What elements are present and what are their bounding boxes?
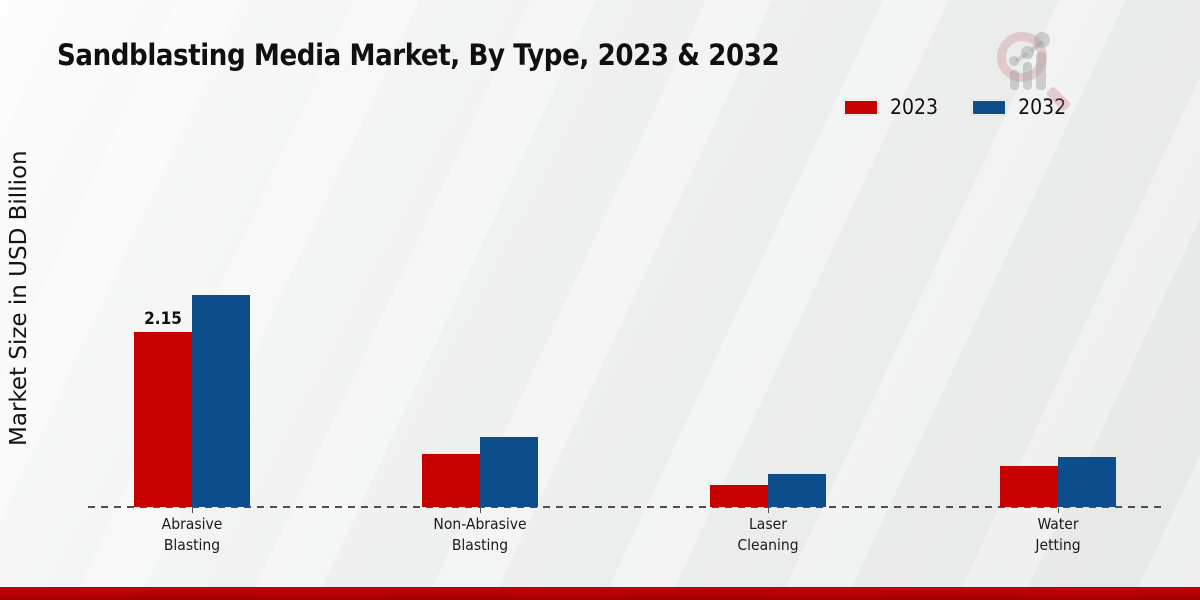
chart-title: Sandblasting Media Market, By Type, 2023… <box>57 38 780 72</box>
logo-growth-bar-icon <box>1010 70 1019 90</box>
logo-growth-bar-icon <box>1036 52 1046 90</box>
logo-trend-dot-icon <box>1034 32 1050 48</box>
legend-item-2023: 2023 <box>844 95 938 119</box>
category-label-non-abrasive-blasting: Non-Abrasive Blasting <box>433 515 527 554</box>
logo-trend-dot-icon <box>1009 56 1019 66</box>
category-label-laser-cleaning: Laser Cleaning <box>737 515 799 554</box>
legend-label-2023: 2023 <box>890 95 939 119</box>
logo-trend-dot-icon <box>1021 46 1034 59</box>
bar-2023-abrasive-blasting <box>134 331 192 507</box>
legend: 2023 2032 <box>844 95 1066 119</box>
bar-value-label: 2.15 <box>144 308 182 329</box>
logo-growth-bar-icon <box>1023 62 1032 90</box>
bottom-brand-stripe <box>0 587 1200 600</box>
x-axis-tick <box>192 508 193 513</box>
bar-2032-laser-cleaning <box>768 473 826 507</box>
bar-2032-abrasive-blasting <box>192 295 250 507</box>
x-axis-tick <box>1058 508 1059 513</box>
x-axis-tick <box>768 508 769 513</box>
bar-2023-non-abrasive-blasting <box>422 454 480 507</box>
bar-2023-laser-cleaning <box>710 485 768 507</box>
magnifier-ring-icon <box>997 32 1047 82</box>
x-axis-baseline <box>88 506 1163 508</box>
legend-swatch-2032-icon <box>972 99 1007 115</box>
bar-2032-non-abrasive-blasting <box>480 436 538 507</box>
bar-2032-water-jetting <box>1058 457 1116 507</box>
legend-swatch-2023-icon <box>844 99 878 115</box>
category-label-water-jetting: Water Jetting <box>1035 515 1081 554</box>
category-label-abrasive-blasting: Abrasive Blasting <box>161 515 223 554</box>
legend-label-2032: 2032 <box>1018 95 1067 119</box>
bar-2023-water-jetting <box>1000 466 1058 507</box>
watermark-magnifier-logo-icon <box>993 24 1081 116</box>
legend-item-2032: 2032 <box>972 95 1066 119</box>
x-axis-tick <box>480 508 481 513</box>
